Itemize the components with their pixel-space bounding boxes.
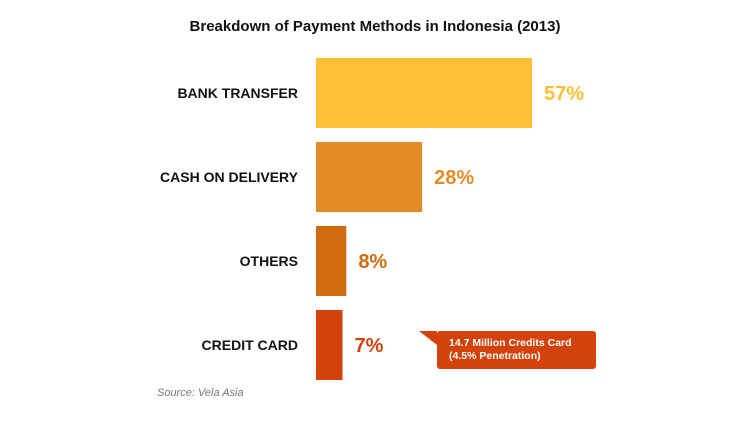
category-label-credit-card: CREDIT CARD — [202, 337, 298, 353]
bar-others — [316, 226, 347, 296]
category-label-cash-on-delivery: CASH ON DELIVERY — [160, 169, 299, 185]
value-label-credit-card: 7% — [355, 335, 384, 357]
category-label-bank-transfer: BANK TRANSFER — [177, 85, 298, 101]
annotation-line-2: (4.5% Penetration) — [449, 350, 541, 362]
bar-bank-transfer — [316, 58, 532, 128]
source-note: Source: Vela Asia — [157, 387, 244, 399]
category-label-others: OTHERS — [240, 253, 298, 269]
value-label-others: 8% — [358, 251, 387, 273]
value-label-cash-on-delivery: 28% — [434, 167, 474, 189]
chart-title: Breakdown of Payment Methods in Indonesi… — [189, 18, 561, 35]
bar-cash-on-delivery — [316, 142, 423, 212]
annotation-line-1: 14.7 Million Credits Card — [449, 337, 572, 349]
bar-credit-card — [316, 310, 343, 380]
credit-card-annotation: 14.7 Million Credits Card (4.5% Penetrat… — [419, 331, 596, 369]
value-label-bank-transfer: 57% — [544, 83, 584, 105]
